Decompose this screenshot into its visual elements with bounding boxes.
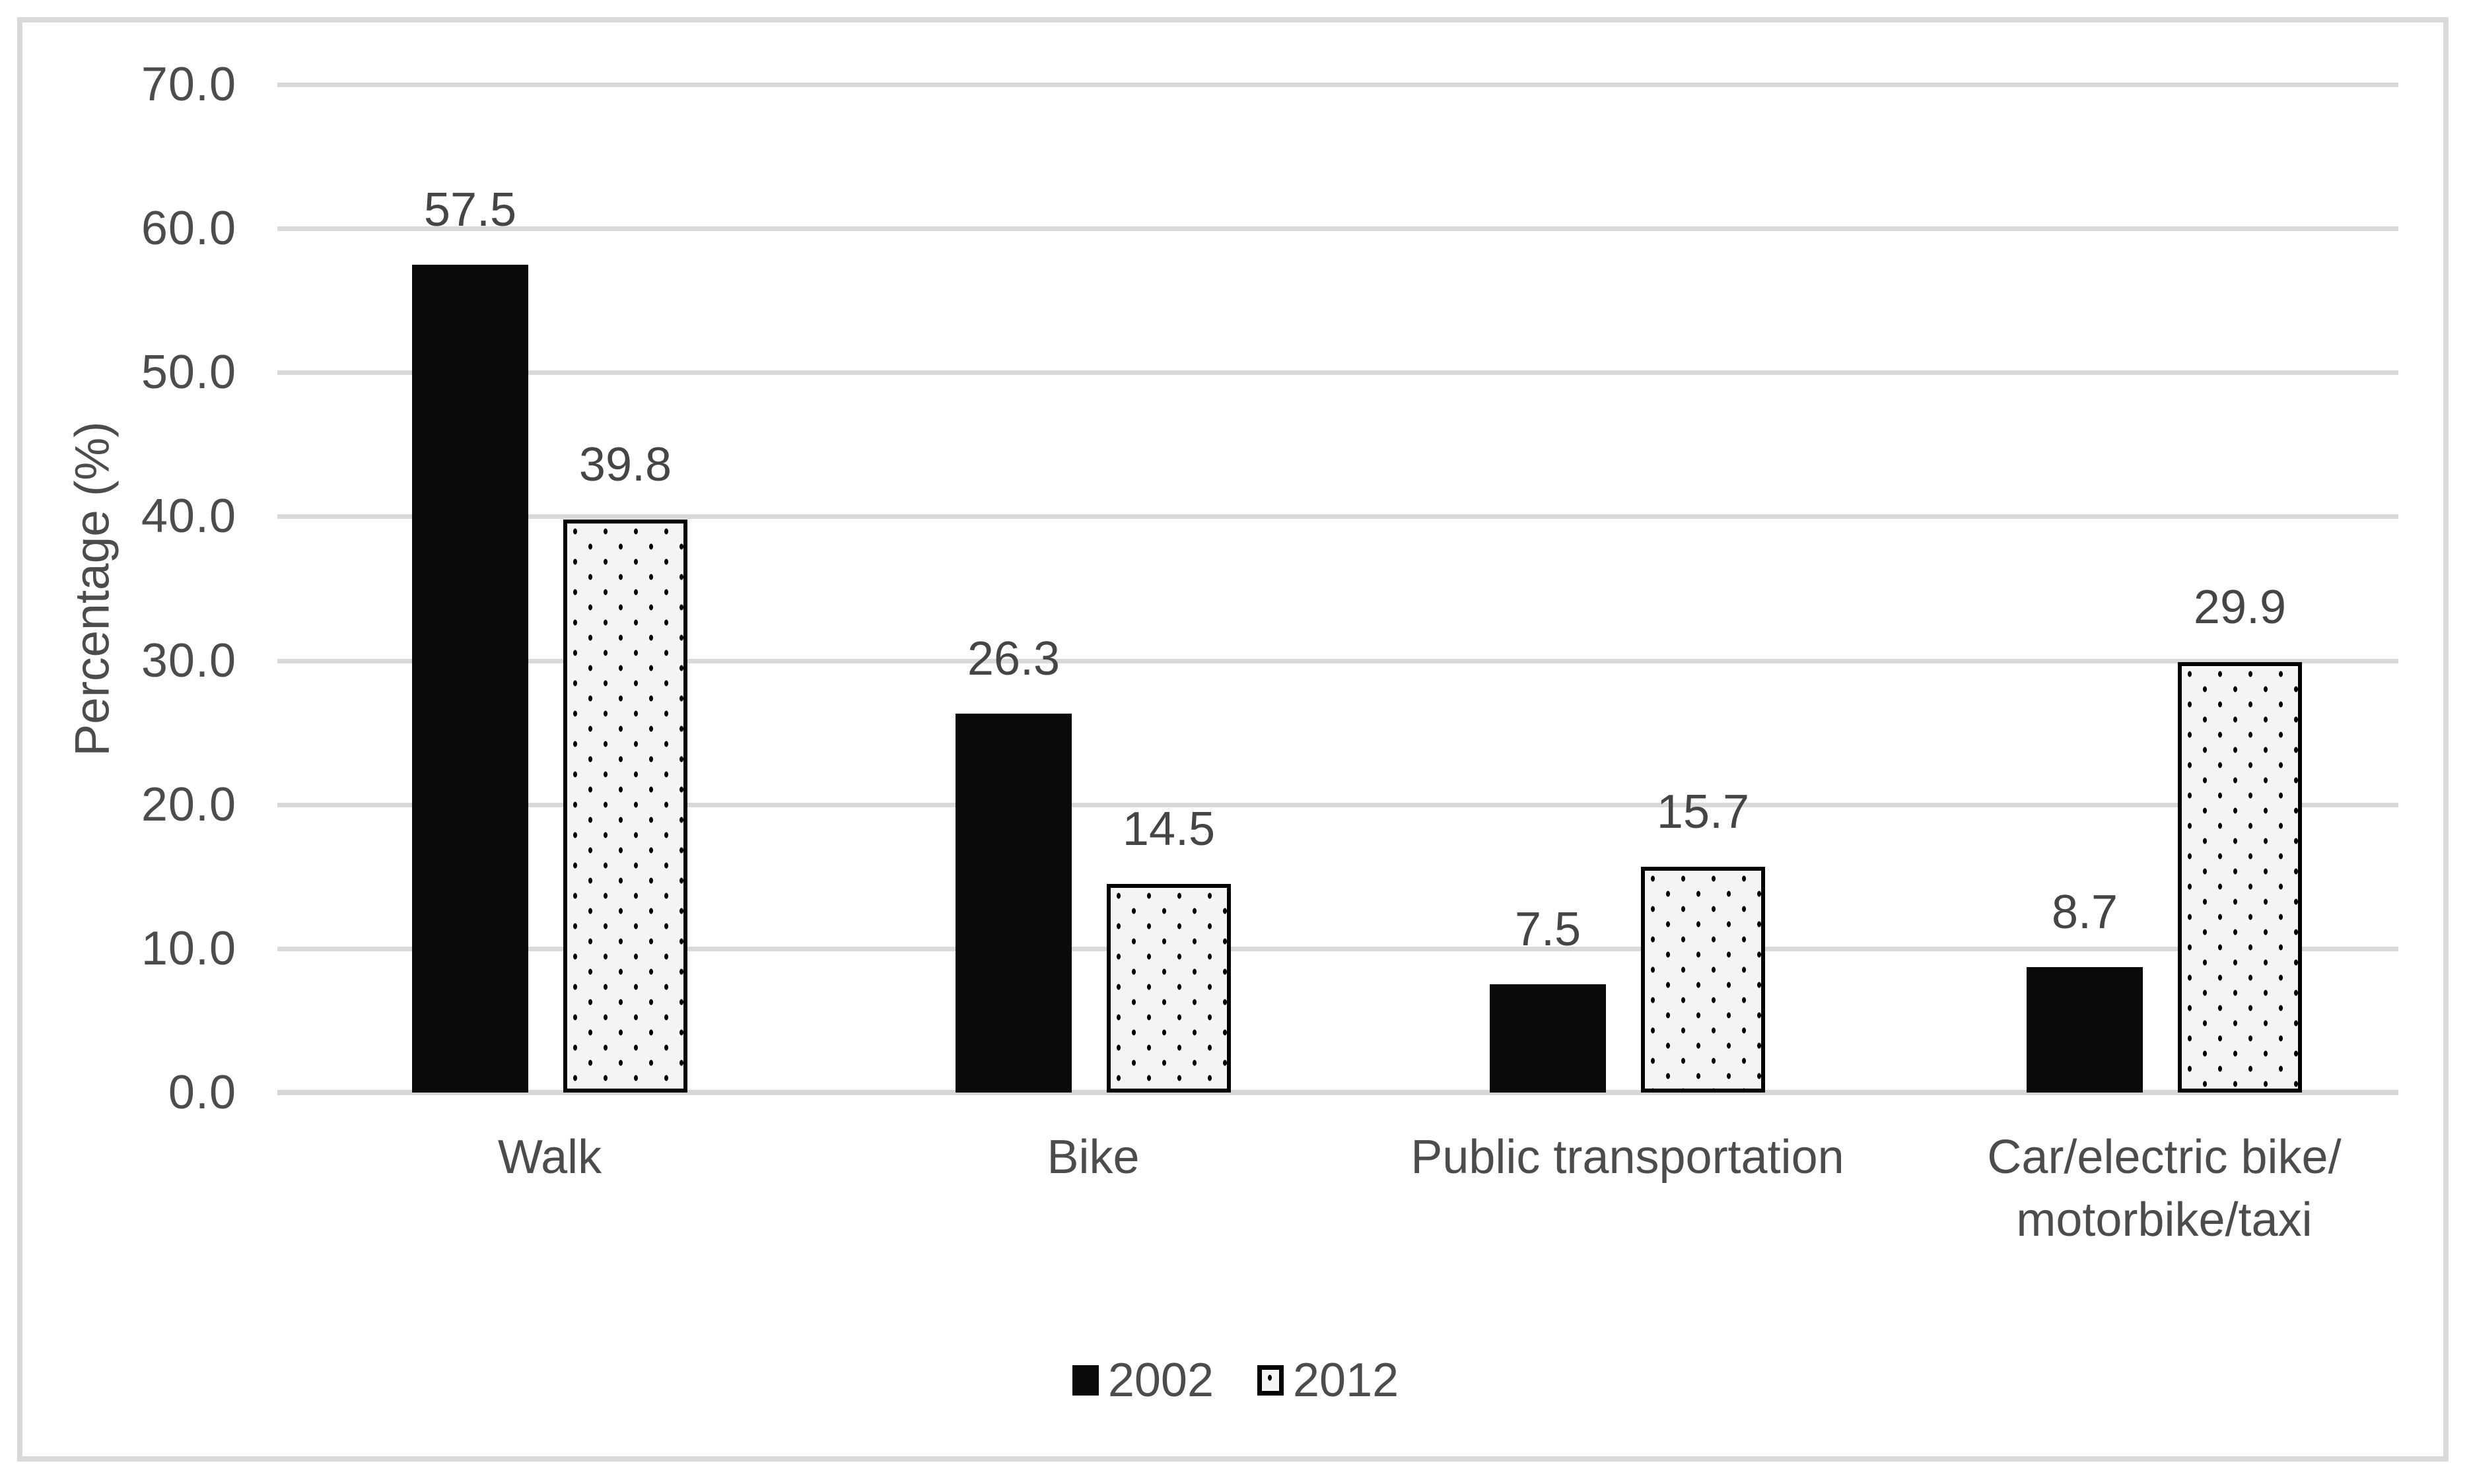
value-label-2012-walk: 39.8	[578, 438, 672, 491]
bar-2012-public-transportation	[1641, 867, 1765, 1093]
bar-2012-car-electric-bike	[2178, 662, 2302, 1093]
dotted-pattern-swatch-icon	[1257, 1365, 1284, 1396]
value-label-2002-bike: 26.3	[967, 632, 1061, 685]
gridline	[277, 514, 2398, 520]
y-tick-label: 30.0	[141, 634, 236, 687]
bar-2012-walk	[563, 520, 687, 1093]
bar-2002-car-electric-bike	[2027, 967, 2143, 1093]
legend-entry-2012: 2012	[1257, 1351, 1399, 1410]
legend-label-2002: 2002	[1107, 1354, 1214, 1407]
gridline	[277, 946, 2398, 951]
y-tick-label: 40.0	[141, 490, 236, 543]
gridline	[277, 226, 2398, 232]
x-category-label-bike: Bike	[1047, 1131, 1140, 1184]
x-axis-line	[277, 1090, 2398, 1095]
y-tick-label: 0.0	[168, 1066, 236, 1119]
legend: 2002 2012	[0, 1351, 2471, 1410]
gridline	[277, 82, 2398, 87]
y-tick-label: 20.0	[141, 778, 236, 831]
value-label-2002-public-transportation: 7.5	[1514, 903, 1582, 956]
value-label-2012-public-transportation: 15.7	[1656, 786, 1750, 838]
bar-2002-walk	[412, 265, 528, 1093]
figure-border	[17, 17, 2449, 1462]
y-tick-label: 50.0	[141, 346, 236, 399]
bar-2002-bike	[956, 714, 1072, 1093]
y-axis-title: Percentage (%)	[65, 421, 120, 757]
value-label-2012-bike: 14.5	[1122, 803, 1216, 856]
y-tick-label: 10.0	[141, 922, 236, 975]
value-label-2002-car-electric-bike: 8.7	[2051, 886, 2118, 939]
solid-black-swatch-icon	[1072, 1365, 1099, 1396]
bar-2012-bike	[1107, 884, 1231, 1093]
value-label-2012-car-electric-bike: 29.9	[2193, 581, 2287, 634]
value-label-2002-walk: 57.5	[423, 184, 517, 236]
x-category-label-walk: Walk	[497, 1131, 602, 1184]
gridline	[277, 370, 2398, 376]
y-tick-label: 70.0	[141, 57, 236, 111]
y-tick-label: 60.0	[141, 202, 236, 255]
bar-2002-public-transportation	[1490, 984, 1606, 1093]
gridline	[277, 658, 2398, 663]
legend-entry-2002: 2002	[1072, 1351, 1214, 1410]
gridline	[277, 802, 2398, 807]
x-category-label-car-electric-bike: Car/electric bike/ motorbike/taxi	[1987, 1131, 2342, 1246]
x-category-label-public-transportation: Public transportation	[1410, 1131, 1844, 1184]
legend-label-2012: 2012	[1293, 1354, 1399, 1407]
